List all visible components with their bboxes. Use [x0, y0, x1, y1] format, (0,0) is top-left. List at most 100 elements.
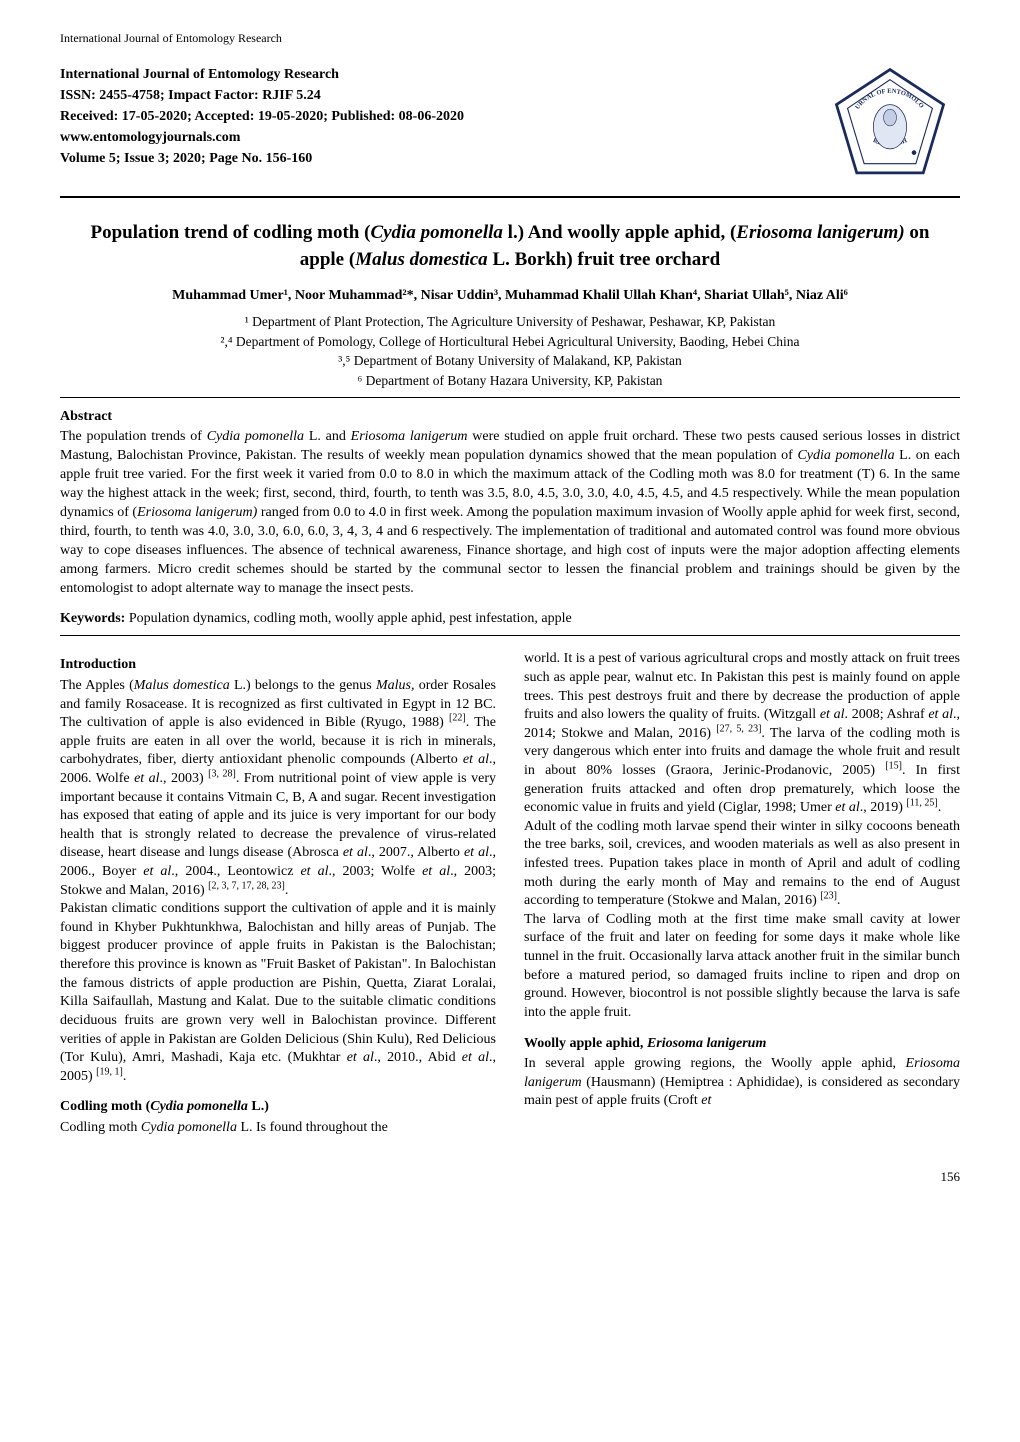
codp1-b: Cydia pomonella: [141, 1120, 237, 1135]
title-p3: l.) And woolly apple aphid, (: [503, 222, 736, 243]
codh-a: Codling moth (: [60, 1099, 150, 1114]
abs-p3: L. and: [304, 429, 351, 444]
lp1-r: et al: [143, 864, 171, 879]
rp1-l: [11, 25]: [906, 798, 937, 809]
journal-issn: ISSN: 2455-4758; Impact Factor: RJIF 5.2…: [60, 85, 464, 106]
wp1-c: (Hausmann) (Hemiptrea : Aphididae), is c…: [524, 1075, 960, 1109]
codh-c: L.): [248, 1099, 269, 1114]
journal-meta: International Journal of Entomology Rese…: [60, 64, 464, 169]
authors-line: Muhammad Umer¹, Noor Muhammad²*, Nisar U…: [60, 287, 960, 306]
title-p7: L. Borkh) fruit tree orchard: [488, 249, 721, 270]
abs-p4: Eriosoma lanigerum: [351, 429, 468, 444]
journal-logo-icon: JOURNAL OF ENTOMOLOGY RESEARCH: [825, 64, 955, 184]
wh-b: Eriosoma lanigerum: [647, 1036, 766, 1051]
rp1-c: . 2008; Ashraf: [845, 707, 929, 722]
wp1-a: In several apple growing regions, the Wo…: [524, 1056, 906, 1071]
codh-b: Cydia pomonella: [150, 1099, 248, 1114]
rp1-d: et al: [928, 707, 953, 722]
wh-a: Woolly apple aphid,: [524, 1036, 647, 1051]
left-column: Introduction The Apples (Malus domestica…: [60, 650, 496, 1137]
lp1-a: The Apples (: [60, 678, 134, 693]
rp2-b: [23]: [820, 891, 837, 902]
lp1-l: [3, 28]: [208, 768, 236, 779]
abstract-text: The population trends of Cydia pomonella…: [60, 428, 960, 598]
paper-title: Population trend of codling moth (Cydia …: [74, 220, 946, 273]
abs-p1: The population trends of: [60, 429, 207, 444]
lp1-f: [22]: [449, 712, 466, 723]
affil-4: ⁶ Department of Botany Hazara University…: [60, 371, 960, 391]
journal-volume: Volume 5; Issue 3; 2020; Page No. 156-16…: [60, 148, 464, 169]
abstract-heading: Abstract: [60, 408, 960, 427]
lp2-f: [19, 1]: [96, 1066, 123, 1077]
journal-dates: Received: 17-05-2020; Accepted: 19-05-20…: [60, 106, 464, 127]
running-head: International Journal of Entomology Rese…: [60, 30, 960, 46]
lp1-t: et al: [300, 864, 328, 879]
rp1-b: et al: [820, 707, 845, 722]
lp2-g: .: [123, 1069, 127, 1084]
right-para-2: Adult of the codling moth larvae spend t…: [524, 818, 960, 911]
rp1-j: et al: [835, 800, 860, 815]
header-row: International Journal of Entomology Rese…: [60, 64, 960, 184]
rp1-h: [15]: [885, 760, 902, 771]
lp1-y: .: [285, 883, 289, 898]
right-para-1: world. It is a pest of various agricultu…: [524, 650, 960, 817]
affiliations: ¹ Department of Plant Protection, The Ag…: [60, 312, 960, 390]
lp1-h: et al: [463, 752, 489, 767]
two-column-body: Introduction The Apples (Malus domestica…: [60, 650, 960, 1137]
lp1-d: Malus,: [376, 678, 415, 693]
lp1-u: ., 2003; Wolfe: [329, 864, 423, 879]
journal-logo: JOURNAL OF ENTOMOLOGY RESEARCH: [820, 64, 960, 184]
title-p1: Population trend of codling moth (: [91, 222, 371, 243]
lp1-c: L.) belongs to the genus: [230, 678, 376, 693]
abs-p2: Cydia pomonella: [207, 429, 304, 444]
title-p4: Eriosoma lanigerum): [736, 222, 904, 243]
keywords-line: Keywords: Population dynamics, codling m…: [60, 610, 960, 629]
lp1-o: ., 2007., Alberto: [368, 845, 464, 860]
rp2-a: Adult of the codling moth larvae spend t…: [524, 819, 960, 908]
lp2-d: et al: [462, 1050, 489, 1065]
page-number: 156: [60, 1168, 960, 1186]
abstract-block: Abstract The population trends of Cydia …: [60, 408, 960, 630]
affil-3: ³,⁵ Department of Botany University of M…: [60, 351, 960, 371]
keywords-text: Population dynamics, codling moth, wooll…: [125, 611, 571, 626]
codling-heading: Codling moth (Cydia pomonella L.): [60, 1098, 496, 1117]
introduction-heading: Introduction: [60, 656, 496, 675]
rp2-c: .: [837, 893, 841, 908]
intro-para-1: The Apples (Malus domestica L.) belongs …: [60, 677, 496, 900]
right-para-3: The larva of Codling moth at the first t…: [524, 911, 960, 1023]
intro-para-2: Pakistan climatic conditions support the…: [60, 900, 496, 1086]
lp1-s: ., 2004., Leontowicz: [171, 864, 300, 879]
journal-url: www.entomologyjournals.com: [60, 127, 464, 148]
lp1-k: ., 2003): [160, 771, 209, 786]
wp1-d: et: [701, 1093, 711, 1108]
lp1-j: et al: [134, 771, 159, 786]
abs-p6: Cydia pomonella: [797, 448, 894, 463]
lp1-n: et al: [343, 845, 368, 860]
title-p2: Cydia pomonella: [370, 222, 502, 243]
codp1-c: L. Is found throughout the: [237, 1120, 388, 1135]
keywords-divider: [60, 635, 960, 636]
journal-name: International Journal of Entomology Rese…: [60, 64, 464, 85]
woolly-heading: Woolly apple aphid, Eriosoma lanigerum: [524, 1035, 960, 1054]
affil-2: ²,⁴ Department of Pomology, College of H…: [60, 332, 960, 352]
rp1-m: .: [938, 800, 942, 815]
lp1-b: Malus domestica: [134, 678, 230, 693]
header-divider: [60, 196, 960, 198]
codp1-a: Codling moth: [60, 1120, 141, 1135]
lp2-a: Pakistan climatic conditions support the…: [60, 901, 496, 1065]
abs-p8: Eriosoma lanigerum): [137, 505, 257, 520]
rp1-f: [27, 5, 23]: [716, 723, 761, 734]
woolly-para-1: In several apple growing regions, the Wo…: [524, 1055, 960, 1111]
lp1-p: et al: [464, 845, 489, 860]
affil-divider: [60, 397, 960, 398]
codling-para-1: Codling moth Cydia pomonella L. Is found…: [60, 1119, 496, 1138]
affil-1: ¹ Department of Plant Protection, The Ag…: [60, 312, 960, 332]
right-column: world. It is a pest of various agricultu…: [524, 650, 960, 1137]
rp1-k: ., 2019): [860, 800, 907, 815]
lp2-c: ., 2010., Abid: [374, 1050, 462, 1065]
lp1-v: et al: [422, 864, 450, 879]
keywords-label: Keywords:: [60, 611, 125, 626]
title-p6: Malus domestica: [355, 249, 487, 270]
lp1-x: [2, 3, 7, 17, 28, 23]: [208, 880, 285, 891]
lp2-b: et al: [347, 1050, 374, 1065]
